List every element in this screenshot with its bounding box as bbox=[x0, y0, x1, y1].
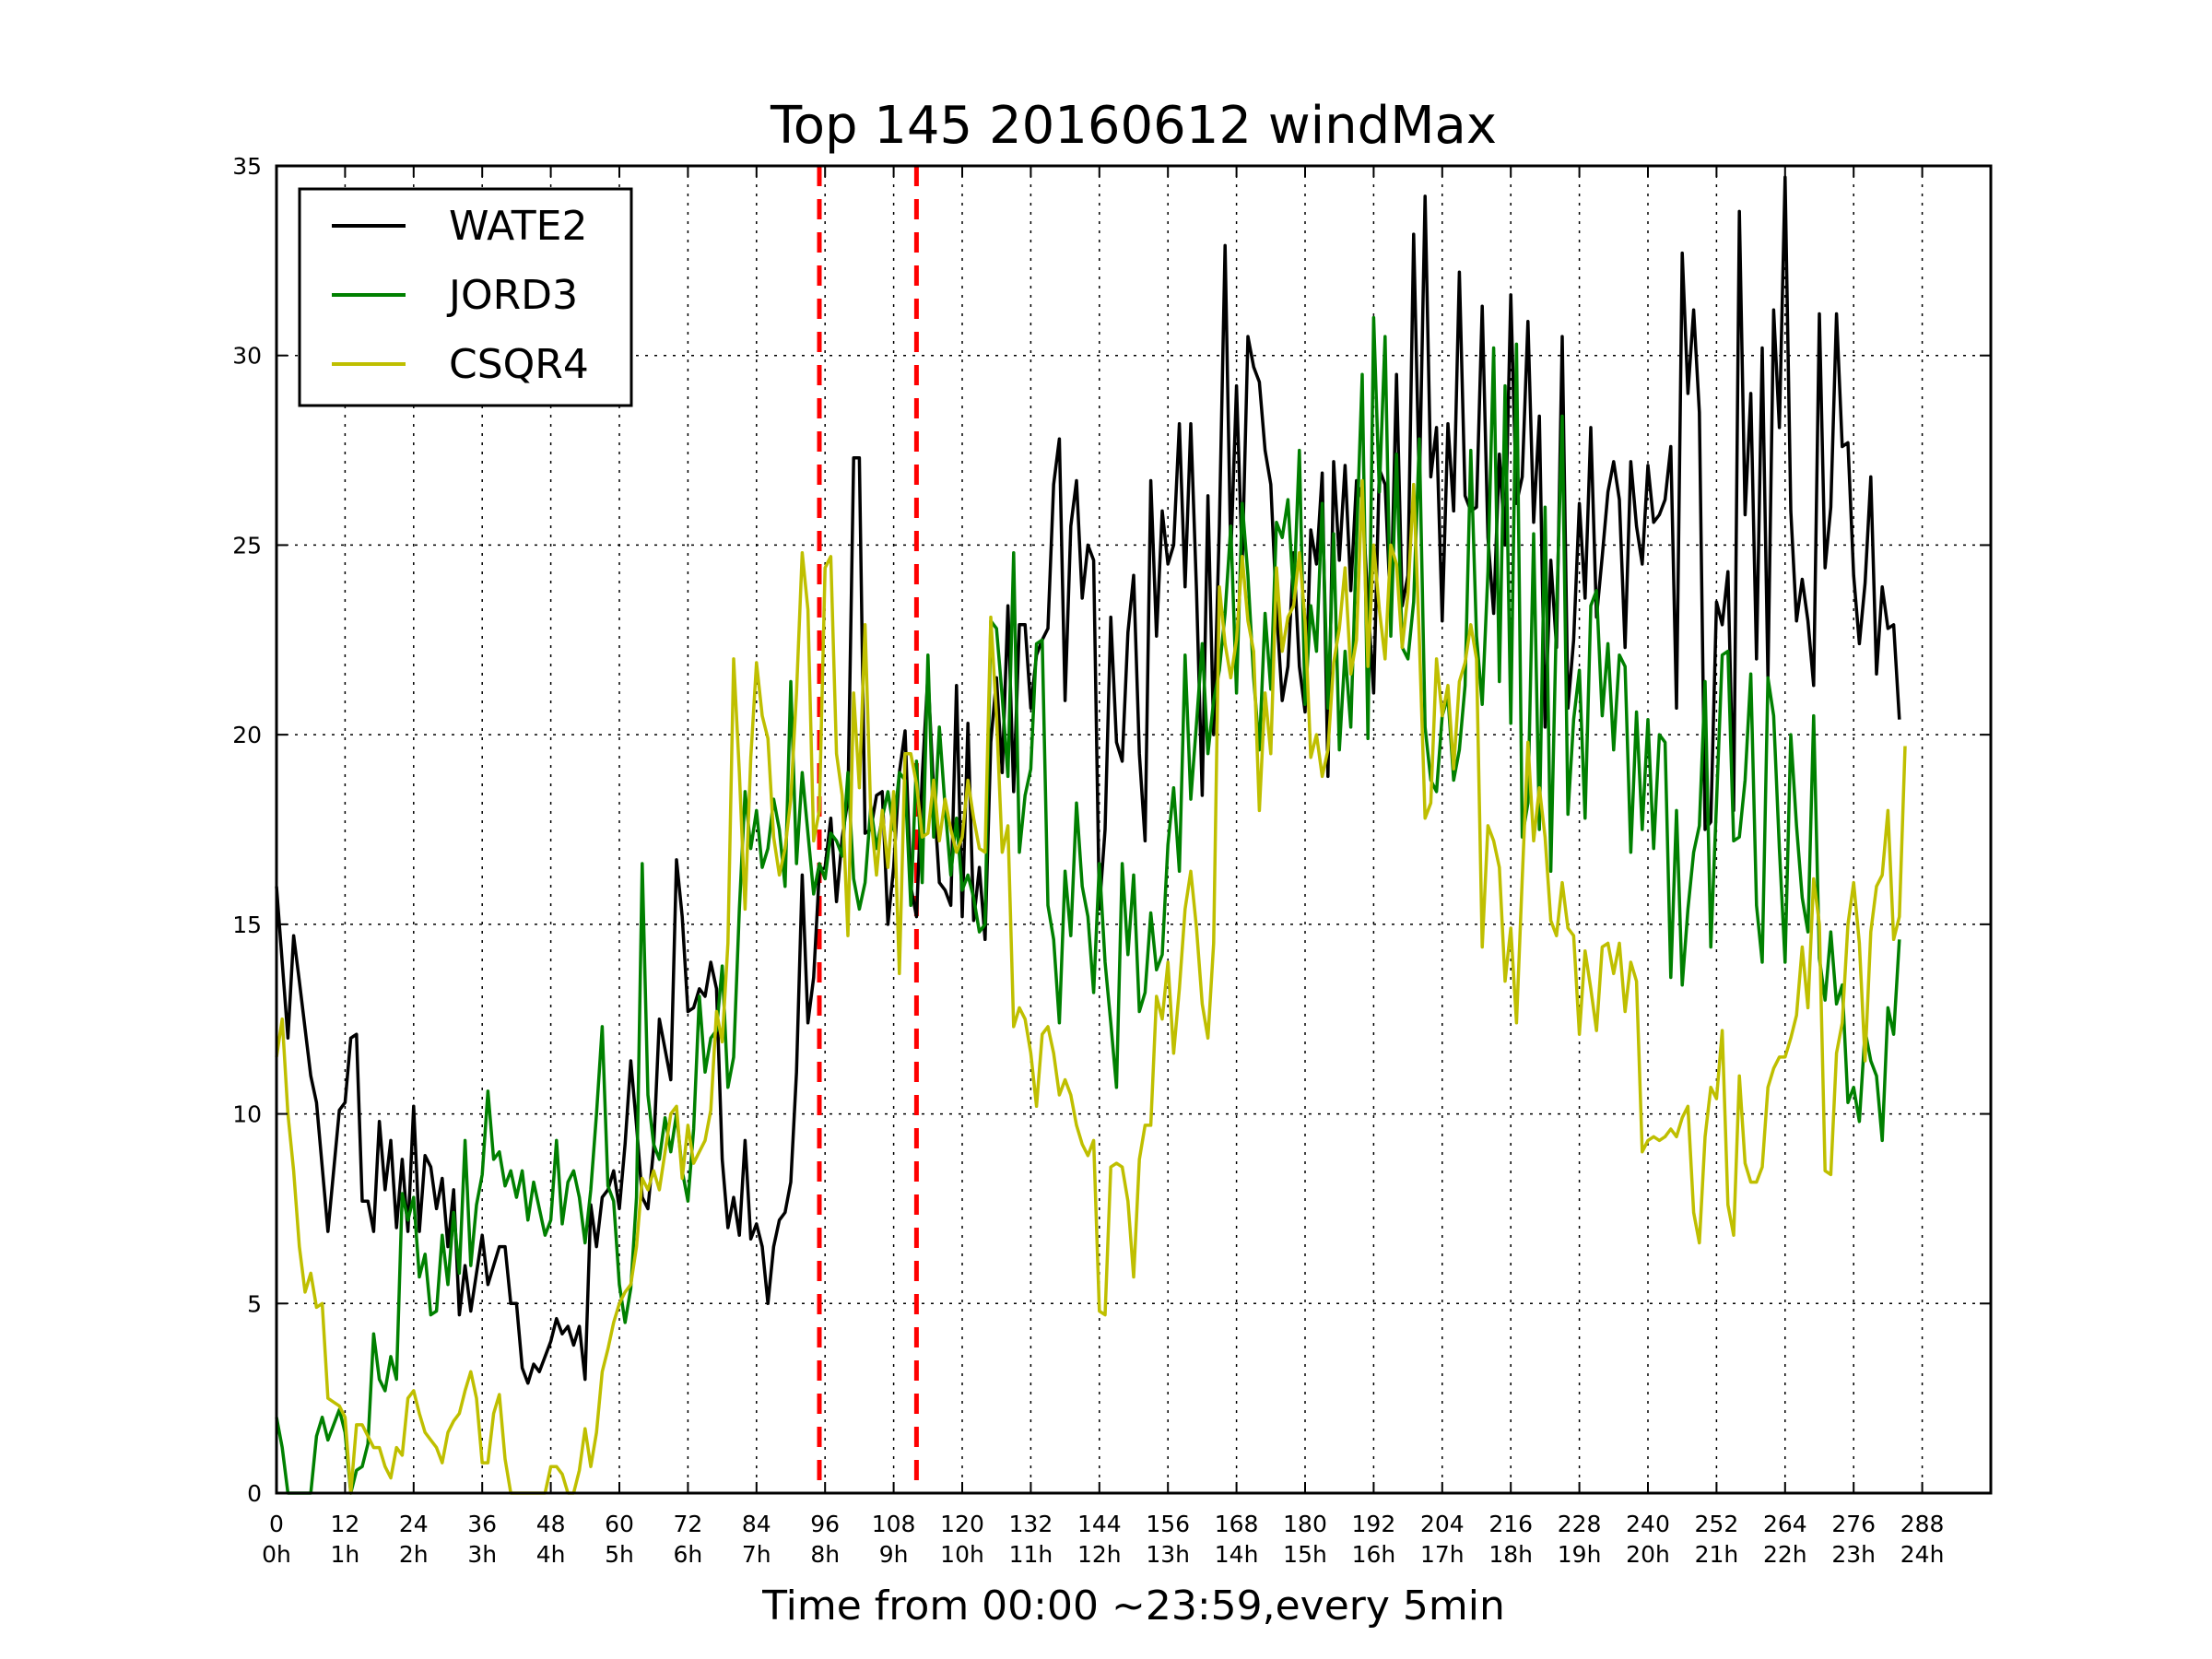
x-tick-label: 168 bbox=[1215, 1511, 1259, 1537]
x-tick-hour-label: 9h bbox=[879, 1541, 909, 1568]
x-tick-label: 132 bbox=[1009, 1511, 1053, 1537]
y-tick-label: 30 bbox=[232, 343, 262, 370]
x-tick-label: 288 bbox=[1900, 1511, 1945, 1537]
x-tick-hour-label: 0h bbox=[262, 1541, 291, 1568]
series-line-jord3 bbox=[275, 315, 1901, 1495]
axis-ticks bbox=[276, 165, 1991, 1494]
legend-label: JORD3 bbox=[446, 272, 578, 319]
x-tick-label: 276 bbox=[1831, 1511, 1876, 1537]
legend: WATE2 JORD3 CSQR4 bbox=[298, 187, 633, 407]
x-tick-hour-label: 16h bbox=[1352, 1541, 1396, 1568]
x-tick-label: 108 bbox=[872, 1511, 916, 1537]
x-tick-label: 216 bbox=[1488, 1511, 1533, 1537]
x-tick-hour-label: 4h bbox=[536, 1541, 566, 1568]
series-line-wate2 bbox=[275, 175, 1901, 1385]
x-tick-hour-label: 17h bbox=[1420, 1541, 1465, 1568]
y-tick-label: 25 bbox=[232, 532, 262, 559]
x-tick-label: 84 bbox=[742, 1511, 771, 1537]
x-tick-label: 36 bbox=[467, 1511, 497, 1537]
x-tick-hour-label: 13h bbox=[1146, 1541, 1190, 1568]
x-tick-hour-label: 5h bbox=[605, 1541, 634, 1568]
x-tick-label: 144 bbox=[1077, 1511, 1122, 1537]
x-tick-hour-label: 1h bbox=[331, 1541, 360, 1568]
x-tick-label: 240 bbox=[1626, 1511, 1670, 1537]
x-tick-label: 120 bbox=[940, 1511, 984, 1537]
x-tick-label: 0 bbox=[269, 1511, 284, 1537]
x-tick-hour-label: 19h bbox=[1558, 1541, 1602, 1568]
chart-title: Top 145 20160612 windMax bbox=[770, 96, 1497, 156]
x-tick-hour-label: 6h bbox=[674, 1541, 703, 1568]
x-tick-labels: 0 0h 12 1h 24 2h 36 3h 48 4h 60 5h 72 6h 84 7h 96 8h 108 9h… bbox=[262, 1511, 1944, 1568]
legend-label: CSQR4 bbox=[449, 341, 589, 388]
y-tick-label: 10 bbox=[232, 1101, 262, 1128]
legend-label: WATE2 bbox=[449, 203, 587, 250]
x-tick-label: 24 bbox=[399, 1511, 429, 1537]
x-tick-label: 228 bbox=[1558, 1511, 1602, 1537]
x-axis-label: Time from 00:00 ~23:59,every 5min bbox=[761, 1583, 1505, 1630]
x-tick-hour-label: 24h bbox=[1900, 1541, 1945, 1568]
x-tick-hour-label: 10h bbox=[940, 1541, 984, 1568]
y-tick-label: 15 bbox=[232, 912, 262, 938]
x-tick-hour-label: 14h bbox=[1215, 1541, 1259, 1568]
plot-frame bbox=[275, 164, 1993, 1495]
x-tick-hour-label: 12h bbox=[1077, 1541, 1122, 1568]
x-tick-hour-label: 18h bbox=[1488, 1541, 1533, 1568]
x-tick-label: 48 bbox=[536, 1511, 566, 1537]
x-tick-hour-label: 15h bbox=[1283, 1541, 1327, 1568]
x-tick-hour-label: 22h bbox=[1763, 1541, 1807, 1568]
y-tick-label: 20 bbox=[232, 722, 262, 748]
x-tick-hour-label: 20h bbox=[1626, 1541, 1670, 1568]
x-tick-label: 192 bbox=[1352, 1511, 1396, 1537]
x-tick-hour-label: 21h bbox=[1695, 1541, 1739, 1568]
x-tick-label: 252 bbox=[1695, 1511, 1739, 1537]
x-tick-hour-label: 8h bbox=[810, 1541, 840, 1568]
x-tick-label: 204 bbox=[1420, 1511, 1465, 1537]
x-tick-label: 264 bbox=[1763, 1511, 1807, 1537]
x-tick-label: 156 bbox=[1146, 1511, 1190, 1537]
y-tick-labels: 0 5 10 15 20 25 30 35 bbox=[232, 153, 262, 1507]
x-tick-hour-label: 2h bbox=[399, 1541, 429, 1568]
x-tick-hour-label: 7h bbox=[742, 1541, 771, 1568]
x-tick-hour-label: 23h bbox=[1831, 1541, 1876, 1568]
y-tick-label: 35 bbox=[232, 153, 262, 180]
x-tick-label: 12 bbox=[330, 1511, 359, 1537]
reference-lines bbox=[817, 166, 919, 1493]
y-tick-label: 5 bbox=[247, 1290, 262, 1317]
x-tick-label: 96 bbox=[810, 1511, 840, 1537]
y-tick-label: 0 bbox=[247, 1480, 262, 1507]
x-tick-label: 60 bbox=[605, 1511, 634, 1537]
x-tick-label: 180 bbox=[1283, 1511, 1327, 1537]
x-tick-hour-label: 11h bbox=[1009, 1541, 1053, 1568]
x-tick-label: 72 bbox=[673, 1511, 702, 1537]
x-tick-hour-label: 3h bbox=[467, 1541, 497, 1568]
